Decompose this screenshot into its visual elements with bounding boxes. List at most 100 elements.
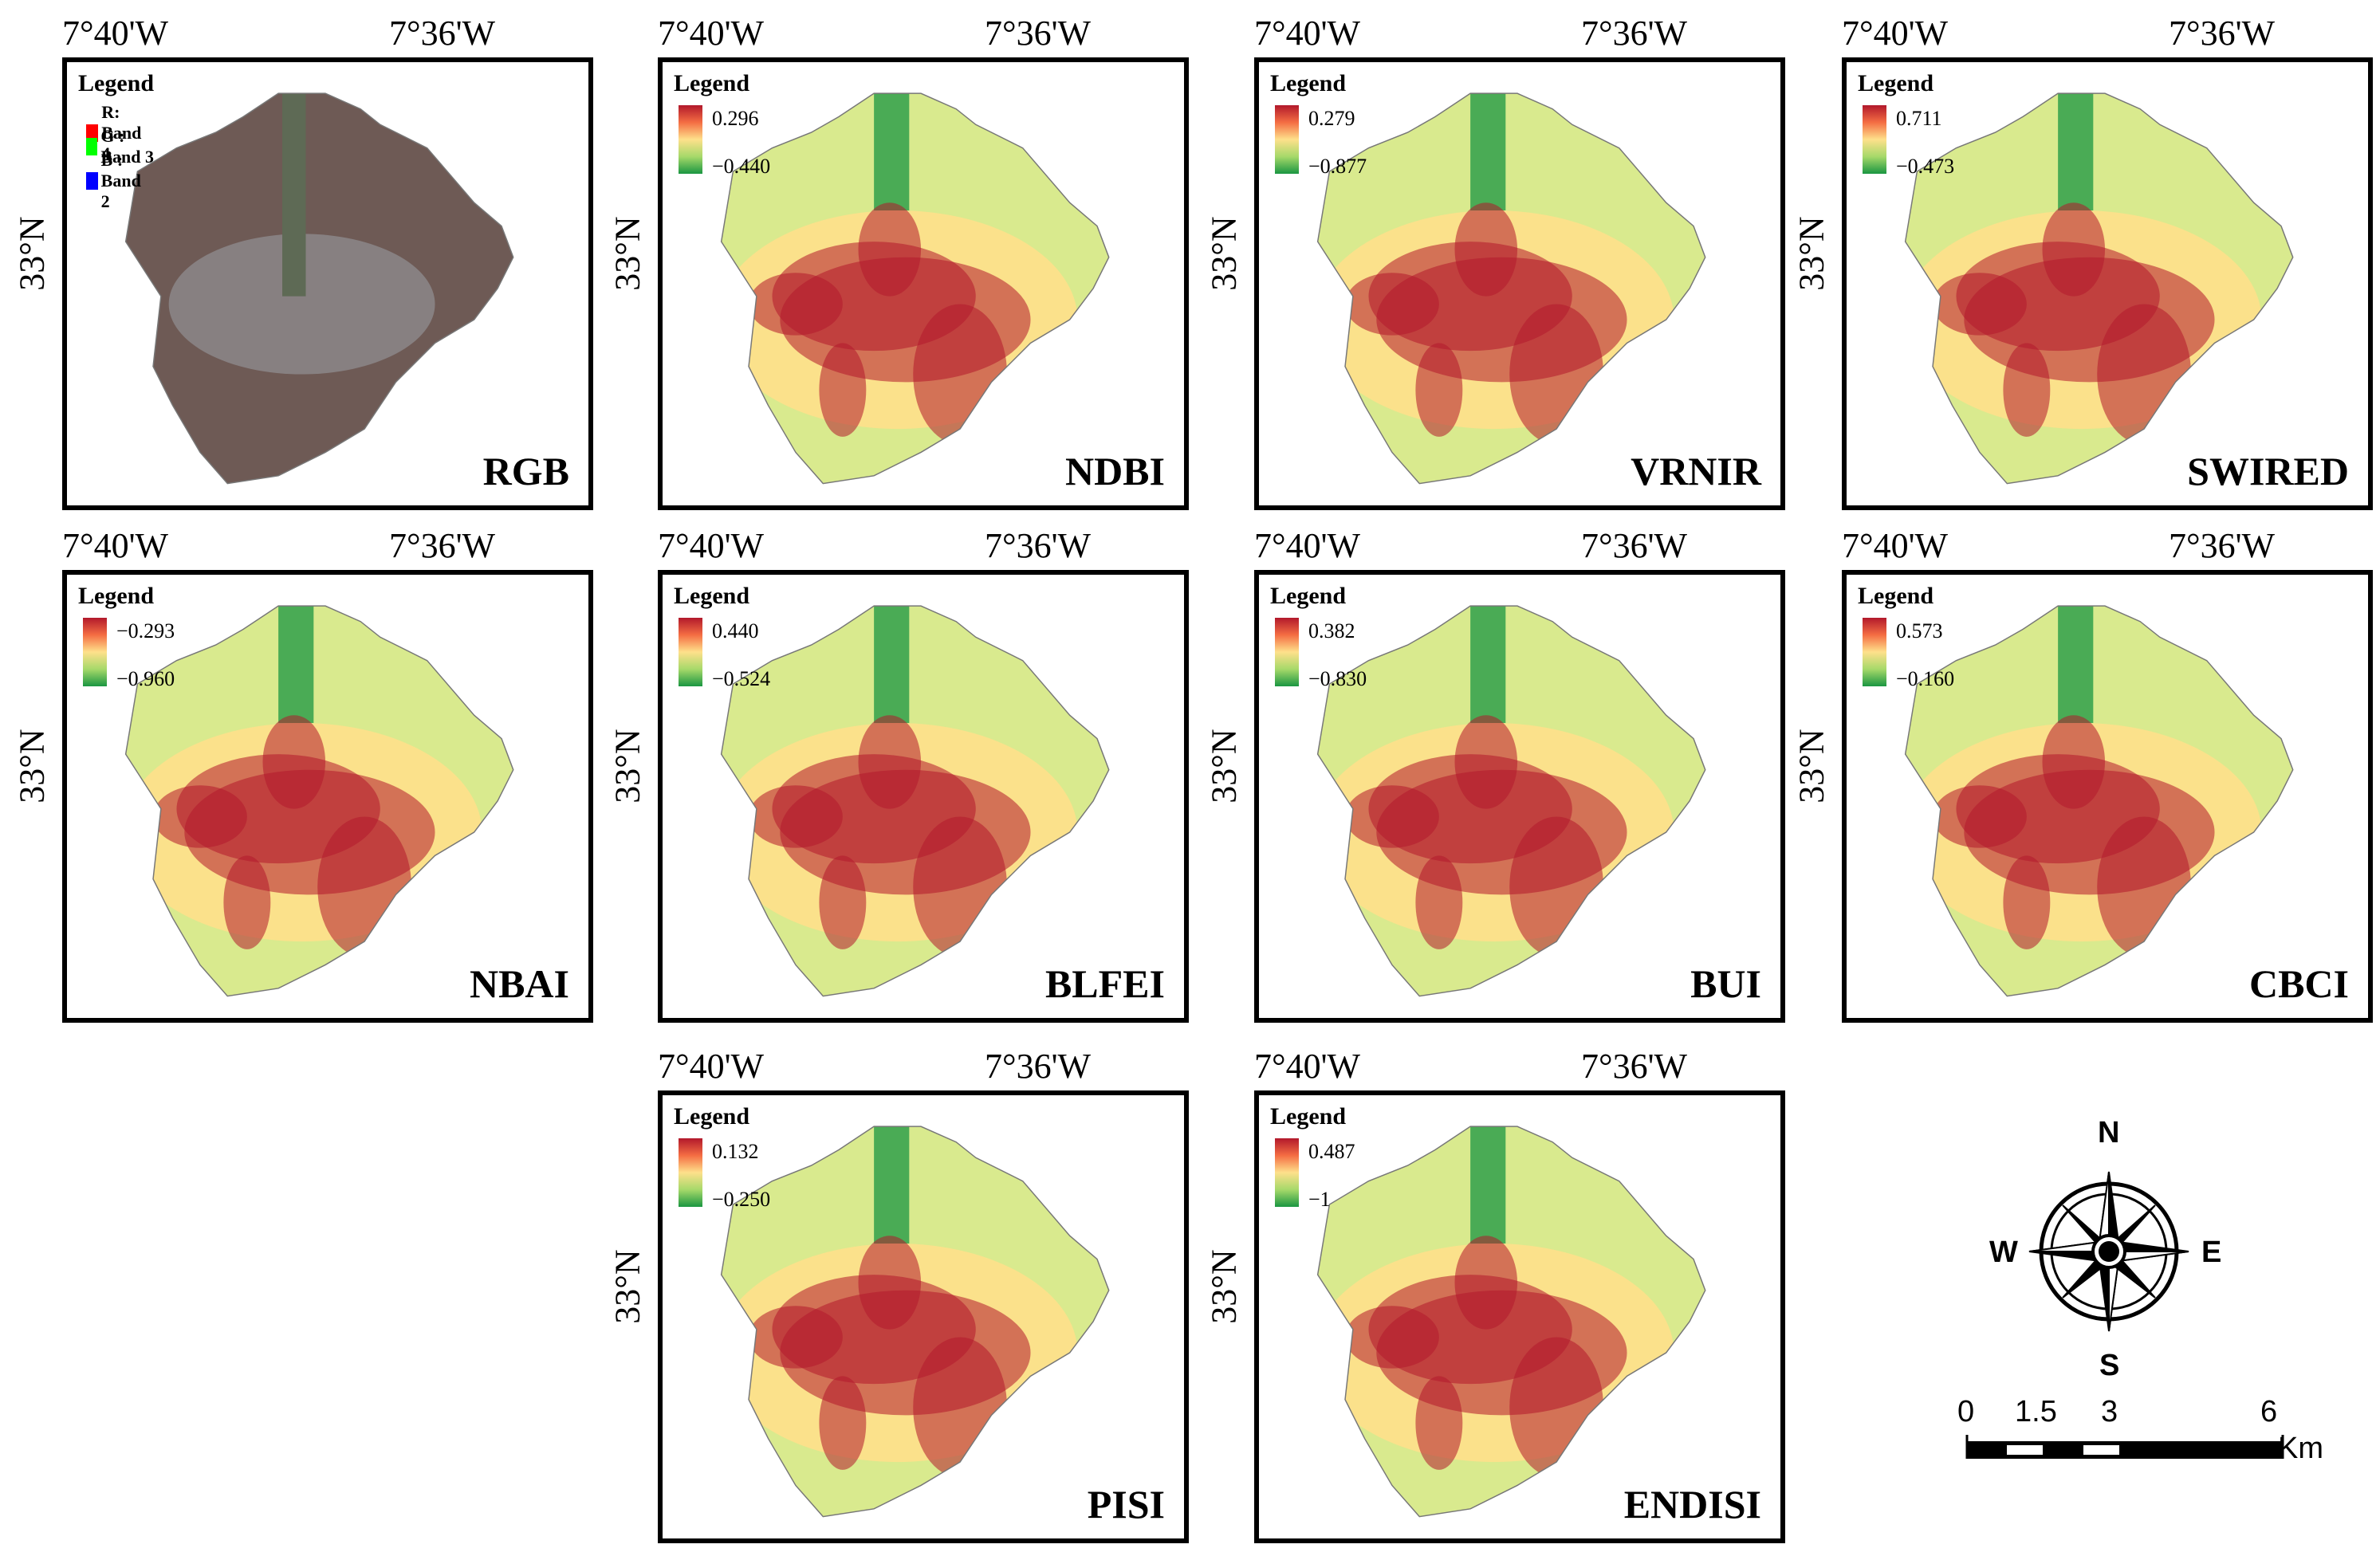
map-legend: Legend 0.487 −1	[1270, 1103, 1355, 1211]
band-label: R: Band 4	[101, 102, 142, 163]
panel-label-cbci: CBCI	[2248, 961, 2349, 1006]
legend-title: Legend	[674, 70, 750, 96]
legend-title: Legend	[1270, 1103, 1347, 1130]
legend-max-value: 0.279	[1308, 107, 1355, 130]
legend-max-value: 0.711	[1896, 107, 1942, 130]
panel-label-ndbi: NDBI	[1064, 449, 1165, 493]
legend-band-row: R: Band 4	[86, 102, 154, 164]
legend-color-ramp	[1863, 618, 1886, 686]
map-legend: Legend 0.573 −0.160	[1858, 583, 1954, 690]
panel-label-rgb: RGB	[482, 449, 569, 493]
map-legend: Legend 0.711 −0.473	[1858, 70, 1954, 178]
lon-label-left: 7°40'W	[1842, 14, 1949, 53]
scale-unit: Km	[2278, 1432, 2323, 1465]
lon-label-left: 7°40'W	[1254, 14, 1361, 53]
legend-max-value: 0.296	[712, 107, 759, 130]
map-panel-ndbi: 7°40'W 7°36'W 33°N Legend 0.296 −0.440 NDBI	[608, 16, 1189, 510]
lon-label-right: 7°36'W	[1581, 14, 1688, 53]
lon-label-right: 7°36'W	[1581, 526, 1688, 565]
lat-label: 33°N	[608, 1249, 647, 1324]
legend-min-value: −0.160	[1896, 667, 1955, 690]
legend-max-value: 0.382	[1308, 619, 1355, 642]
scale-tick-0: 0	[1957, 1395, 1975, 1428]
lon-label-left: 7°40'W	[658, 526, 765, 565]
map-frame: Legend 0.487 −1 ENDISI	[1254, 1090, 1785, 1543]
band-color-swatch	[86, 172, 98, 190]
legend-min-value: −0.524	[712, 667, 771, 690]
map-raster	[720, 1126, 1110, 1518]
map-legend: Legend −0.293 −0.960	[78, 583, 175, 690]
legend-band-row: B : Band 2	[86, 150, 154, 212]
lon-label-right: 7°36'W	[2169, 14, 2276, 53]
legend-max-value: −0.293	[116, 619, 175, 642]
legend-max-value: 0.132	[712, 1140, 759, 1163]
scale-tick-1-5: 1.5	[2015, 1395, 2057, 1428]
legend-title: Legend	[78, 583, 155, 609]
map-frame: Legend 0.382 −0.830 BUI	[1254, 570, 1785, 1023]
legend-color-ramp	[1275, 1138, 1299, 1207]
lat-label: 33°N	[608, 216, 647, 291]
scale-bar-graphic	[1965, 1435, 2284, 1459]
legend-color-ramp	[1275, 105, 1299, 174]
compass-west-label: W	[1989, 1236, 2018, 1269]
map-frame: Legend 0.279 −0.877 VRNIR	[1254, 57, 1785, 510]
map-raster	[720, 605, 1110, 997]
legend-min-value: −0.830	[1308, 667, 1367, 690]
legend-title: Legend	[674, 583, 750, 609]
lon-label-right: 7°36'W	[985, 14, 1092, 53]
lat-label: 33°N	[1792, 216, 1831, 291]
panel-label-swired: SWIRED	[2187, 449, 2349, 493]
lon-label-left: 7°40'W	[658, 14, 765, 53]
map-panel-vrnir: 7°40'W 7°36'W 33°N Legend 0.279 −0.877 VRNIR	[1205, 16, 1785, 510]
compass-rose-icon	[2028, 1171, 2189, 1332]
legend-color-ramp	[1275, 618, 1299, 686]
legend-title: Legend	[1270, 70, 1347, 96]
legend-max-value: 0.573	[1896, 619, 1943, 642]
lon-label-left: 7°40'W	[658, 1047, 765, 1086]
legend-min-value: −0.960	[116, 667, 175, 690]
map-raster	[720, 92, 1110, 485]
legend-min-value: −0.440	[712, 155, 771, 178]
map-raster	[1316, 92, 1706, 485]
band-color-swatch	[86, 124, 99, 142]
legend-max-value: 0.487	[1308, 1140, 1355, 1163]
map-raster	[1316, 605, 1706, 997]
legend-color-ramp	[679, 618, 702, 686]
legend-band-row: G : Band 3	[86, 126, 154, 167]
map-panel-endisi: 7°40'W 7°36'W 33°N Legend 0.487 −1 ENDISI	[1205, 1049, 1785, 1543]
map-legend: Legend 0.279 −0.877	[1270, 70, 1367, 178]
scale-tick-6: 6	[2260, 1395, 2278, 1428]
map-panel-cbci: 7°40'W 7°36'W 33°N Legend 0.573 −0.160 CBCI	[1792, 528, 2373, 1023]
map-raster	[124, 605, 514, 997]
legend-color-ramp	[679, 1138, 702, 1207]
legend-max-value: 0.440	[712, 619, 759, 642]
map-frame: Legend 0.132 −0.250 PISI	[658, 1090, 1189, 1543]
panel-label-bui: BUI	[1690, 961, 1761, 1006]
map-panel-pisi: 7°40'W 7°36'W 33°N Legend 0.132 −0.250 PISI	[608, 1049, 1189, 1543]
compass-east-label: E	[2201, 1236, 2222, 1269]
legend-title: Legend	[1858, 583, 1934, 609]
scale-bar: 0 1.5 3 6 Km	[1957, 1395, 2372, 1491]
compass-south-label: S	[2099, 1349, 2120, 1382]
compass-north-label: N	[2098, 1116, 2120, 1149]
lon-label-left: 7°40'W	[62, 14, 169, 53]
lat-label: 33°N	[1792, 729, 1831, 804]
map-raster	[124, 92, 514, 485]
legend-color-ramp	[679, 105, 702, 174]
legend-min-value: −0.877	[1308, 155, 1367, 178]
map-legend: Legend 0.382 −0.830	[1270, 583, 1367, 690]
north-arrow-compass: N S E W	[1989, 1116, 2229, 1382]
lon-label-left: 7°40'W	[62, 526, 169, 565]
legend-color-ramp	[1863, 105, 1886, 174]
legend-min-value: −0.473	[1896, 155, 1955, 178]
map-panel-blfei: 7°40'W 7°36'W 33°N Legend 0.440 −0.524 BLFEI	[608, 528, 1189, 1023]
map-panel-nbai: 7°40'W 7°36'W 33°N Legend −0.293 −0.960 NBAI	[13, 528, 593, 1023]
band-label: B : Band 2	[100, 150, 141, 211]
map-legend: Legend 0.440 −0.524	[674, 583, 770, 690]
scale-tick-3: 3	[2101, 1395, 2118, 1428]
legend-title: Legend	[1858, 70, 1934, 96]
lon-label-left: 7°40'W	[1842, 526, 1949, 565]
lat-label: 33°N	[608, 729, 647, 804]
